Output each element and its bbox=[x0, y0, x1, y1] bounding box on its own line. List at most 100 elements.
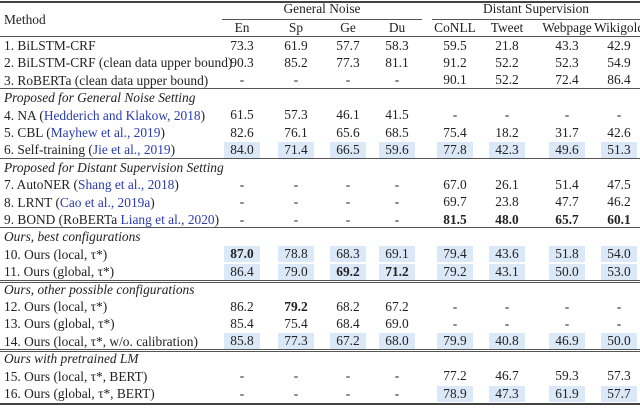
table-cell: - bbox=[345, 72, 351, 88]
table-cell: 90.3 bbox=[230, 54, 254, 70]
table-cell: 85.8 bbox=[224, 333, 260, 350]
table-cell: - bbox=[394, 72, 400, 88]
row-label: 1. BiLSTM-CRF bbox=[4, 37, 96, 54]
table-cell: 54.0 bbox=[601, 246, 637, 263]
table-cell: - bbox=[564, 107, 570, 123]
table-cell: 77.8 bbox=[437, 141, 473, 158]
table-cell: 47.5 bbox=[607, 176, 631, 192]
table-cell: 57.3 bbox=[607, 368, 631, 384]
section-title: Ours, other possible configurations bbox=[4, 281, 195, 297]
table-cell: 73.3 bbox=[230, 37, 254, 53]
table-cell: 51.8 bbox=[549, 246, 585, 263]
table-cell: 51.4 bbox=[555, 176, 579, 192]
section-rule bbox=[0, 351, 640, 352]
column-header: En bbox=[234, 20, 250, 35]
table-cell: 75.4 bbox=[443, 124, 467, 140]
table-cell: 91.2 bbox=[443, 54, 467, 70]
table-cell: - bbox=[345, 211, 351, 227]
method-name: 1. BiLSTM-CRF bbox=[4, 38, 96, 53]
method-suffix: ) bbox=[150, 194, 155, 210]
method-name: 16. Ours (global, τ*, BERT) bbox=[4, 386, 155, 401]
table-cell: 46.1 bbox=[336, 107, 360, 123]
table-cell: 69.7 bbox=[443, 194, 467, 210]
table-cell: 87.0 bbox=[224, 246, 260, 263]
section-rule bbox=[0, 282, 640, 283]
table-cell: - bbox=[239, 194, 245, 210]
table-cell: 79.2 bbox=[284, 298, 308, 314]
table-cell: 46.2 bbox=[607, 194, 631, 210]
table-cell: - bbox=[452, 298, 458, 314]
table-cell: 50.0 bbox=[549, 263, 585, 280]
table-cell: 75.4 bbox=[284, 315, 308, 331]
table-cell: 47.7 bbox=[555, 194, 579, 210]
table-cell: 48.0 bbox=[495, 211, 519, 227]
table-cell: 79.4 bbox=[437, 246, 473, 263]
method-name: 8. LRNT ( bbox=[4, 194, 60, 210]
table-cell: - bbox=[616, 298, 622, 314]
row-label: 13. Ours (global, τ*) bbox=[4, 315, 115, 332]
top-rule bbox=[0, 1, 640, 3]
method-name: 10. Ours (local, τ*) bbox=[4, 246, 108, 262]
section-rule bbox=[0, 349, 640, 350]
table-cell: 71.2 bbox=[379, 263, 415, 280]
table-cell: 69.1 bbox=[379, 246, 415, 263]
table-cell: 77.3 bbox=[278, 333, 314, 350]
table-cell: 78.8 bbox=[278, 246, 314, 263]
method-name: 2. BiLSTM-CRF (clean data upper bound) bbox=[4, 55, 233, 71]
group-underline bbox=[222, 19, 422, 20]
table-cell: 60.1 bbox=[607, 211, 631, 227]
table-cell: - bbox=[394, 368, 400, 384]
table-cell: - bbox=[345, 385, 351, 401]
citation-link[interactable]: Hedderich and Klakow, 2018 bbox=[43, 107, 201, 123]
method-suffix: ) bbox=[200, 107, 206, 123]
column-header: CoNLL bbox=[434, 20, 476, 35]
citation-link[interactable]: Liang et al., 2020 bbox=[120, 212, 215, 227]
table-cell: - bbox=[394, 176, 400, 192]
section-title: Proposed for Distant Supervision Setting bbox=[4, 159, 224, 175]
table-cell: 26.1 bbox=[495, 176, 519, 192]
table-cell: 21.8 bbox=[495, 37, 519, 53]
table-cell: 42.6 bbox=[607, 124, 631, 140]
table-cell: 68.3 bbox=[330, 246, 366, 263]
table-cell: - bbox=[394, 211, 400, 227]
table-cell: 46.7 bbox=[495, 368, 519, 384]
table-cell: - bbox=[452, 107, 458, 123]
table-cell: 58.3 bbox=[385, 37, 409, 53]
table-cell: 67.0 bbox=[443, 176, 467, 192]
table-cell: - bbox=[345, 176, 351, 192]
table-cell: 61.9 bbox=[549, 385, 585, 402]
table-cell: - bbox=[239, 72, 245, 88]
section-title: Ours with pretrained LM bbox=[4, 351, 139, 367]
method-name: 7. AutoNER ( bbox=[4, 177, 79, 193]
table-cell: 42.3 bbox=[489, 141, 525, 158]
table-cell: 81.1 bbox=[385, 54, 409, 70]
citation-link[interactable]: Jie et al., 2019 bbox=[92, 142, 171, 158]
table-cell: 79.2 bbox=[437, 263, 473, 280]
row-label: 9. BOND (RoBERTa Liang et al., 2020) bbox=[4, 211, 219, 228]
table-cell: 85.2 bbox=[284, 54, 308, 70]
table-cell: - bbox=[452, 315, 458, 331]
row-label: 2. BiLSTM-CRF (clean data upper bound) bbox=[4, 54, 232, 71]
group-general-noise: General Noise bbox=[283, 1, 361, 16]
method-name: 6. Self-training ( bbox=[4, 142, 93, 158]
table-cell: - bbox=[345, 194, 351, 210]
citation-link[interactable]: Cao et al., 2019a bbox=[59, 194, 151, 210]
citation-link[interactable]: Mayhew et al., 2019 bbox=[50, 125, 161, 140]
table-cell: 81.5 bbox=[443, 211, 467, 227]
method-suffix: ) bbox=[160, 125, 165, 140]
table-cell: 57.7 bbox=[336, 37, 360, 53]
table-cell: 65.7 bbox=[555, 211, 579, 227]
table-cell: - bbox=[345, 368, 351, 384]
row-label: 7. AutoNER (Shang et al., 2018) bbox=[4, 176, 179, 193]
citation-link[interactable]: Shang et al., 2018 bbox=[78, 177, 175, 193]
table-cell: 43.6 bbox=[489, 246, 525, 263]
table-cell: 69.0 bbox=[385, 315, 409, 331]
table-cell: 43.3 bbox=[555, 37, 579, 53]
row-label: 4. NA (Hedderich and Klakow, 2018) bbox=[4, 107, 205, 124]
table-cell: - bbox=[293, 385, 299, 401]
table-cell: - bbox=[239, 368, 245, 384]
table-cell: 52.2 bbox=[495, 54, 519, 70]
row-label: 15. Ours (local, τ*, BERT) bbox=[4, 368, 147, 385]
table-cell: 90.1 bbox=[443, 72, 467, 88]
table-cell: - bbox=[564, 298, 570, 314]
